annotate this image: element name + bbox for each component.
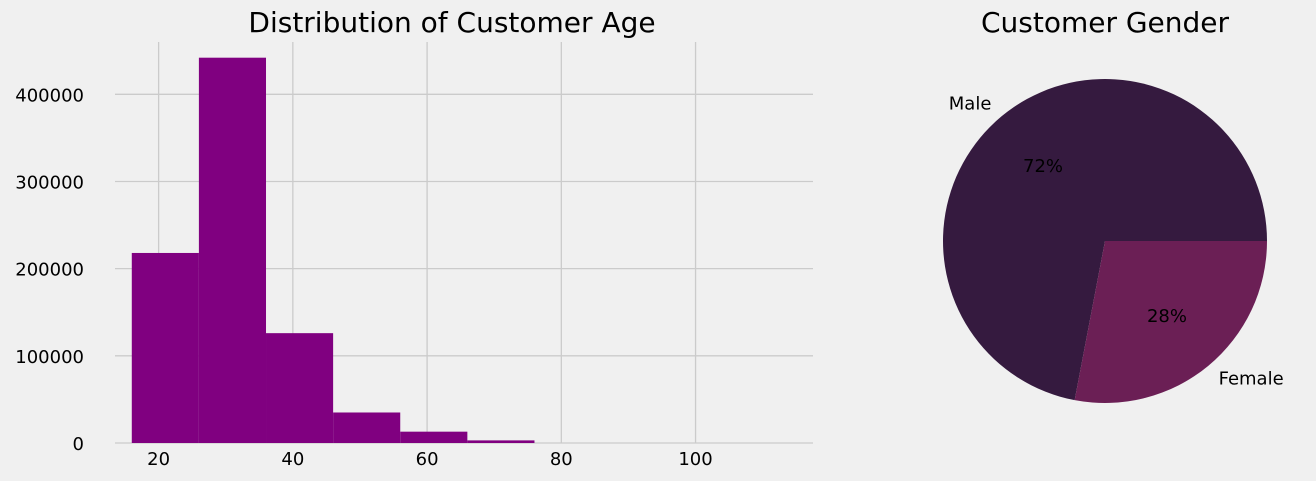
- y-tick-label: 200000: [15, 260, 84, 281]
- histogram-bar: [198, 57, 267, 443]
- y-tick-label: 100000: [15, 347, 84, 368]
- histogram-x-ticks: 20 40 60 80 100: [147, 449, 713, 470]
- x-tick-label: 100: [678, 449, 712, 470]
- histogram-y-ticks: 0 100000 200000 300000 400000: [15, 85, 84, 455]
- x-tick-label: 80: [550, 449, 573, 470]
- x-tick-label: 40: [281, 449, 304, 470]
- pie-slices: [943, 78, 1267, 403]
- pie-pct-male: 72%: [1023, 156, 1063, 177]
- gender-pie: Customer Gender Male 72% Female 28%: [943, 6, 1284, 403]
- histogram-title: Distribution of Customer Age: [248, 6, 655, 39]
- age-histogram: Distribution of Customer Age 20 40 60 80 100…: [15, 6, 813, 470]
- histogram-bar: [333, 412, 401, 443]
- histogram-bars: [131, 57, 535, 443]
- histogram-bar: [131, 252, 199, 443]
- y-tick-label: 0: [73, 434, 84, 455]
- pie-slice-male: [943, 78, 1267, 401]
- pie-label-female: Female: [1219, 368, 1284, 389]
- pie-title: Customer Gender: [981, 6, 1230, 39]
- pie-labels: Male 72% Female 28%: [949, 94, 1284, 390]
- pie-pct-female: 28%: [1147, 306, 1187, 327]
- x-tick-label: 20: [147, 449, 170, 470]
- histogram-bar: [400, 431, 468, 443]
- histogram-bar: [467, 440, 535, 443]
- y-tick-label: 300000: [15, 172, 84, 193]
- x-tick-label: 60: [416, 449, 439, 470]
- pie-label-male: Male: [949, 94, 992, 115]
- pie-slice-female: [1074, 241, 1267, 403]
- histogram-bar: [266, 333, 334, 443]
- y-tick-label: 400000: [15, 85, 84, 106]
